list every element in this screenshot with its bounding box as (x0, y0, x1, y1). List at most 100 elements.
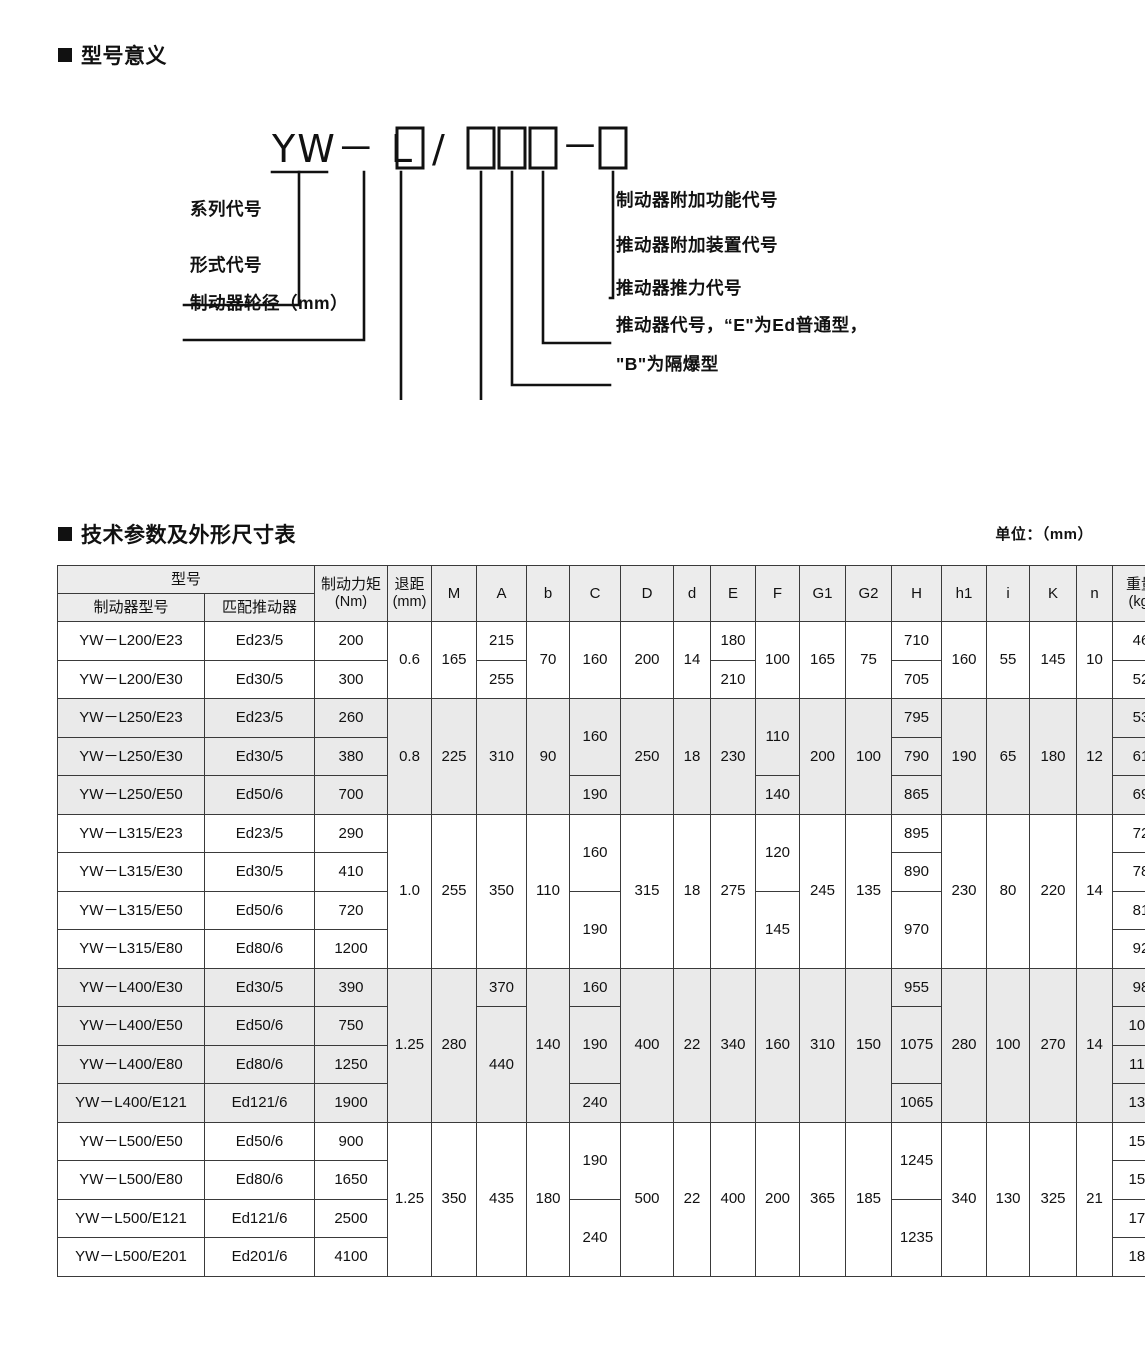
cell-D: 500 (620, 1121, 675, 1277)
cell-G2: 185 (845, 1121, 893, 1277)
header-retract: 退距 (mm) (387, 565, 433, 622)
label-pusher-extra-device: 推动器附加装置代号 (616, 235, 778, 255)
cell-weight: 72 (1112, 813, 1145, 853)
cell-C: 190 (569, 775, 622, 815)
cell-i: 100 (986, 967, 1031, 1123)
cell-n: 12 (1076, 698, 1114, 815)
cell-n: 21 (1076, 1121, 1114, 1277)
cell-D: 250 (620, 698, 675, 815)
cell-torque: 2500 (314, 1198, 389, 1238)
cell-H: 890 (891, 852, 943, 892)
cell-A: 255 (476, 659, 528, 699)
cell-weight: 61 (1112, 736, 1145, 776)
cell-weight: 46 (1112, 621, 1145, 661)
cell-n: 14 (1076, 967, 1114, 1123)
cell-d: 22 (673, 1121, 712, 1277)
cell-C: 240 (569, 1198, 622, 1277)
cell-matched-pusher: Ed30/5 (203, 852, 316, 892)
table-row: YW－L250/E23 Ed23/5 260 0.8 225 310 90 160 250 18 2… (57, 698, 1145, 815)
label-series-code: 系列代号 (190, 199, 262, 219)
header-G2: G2 (845, 565, 893, 622)
cell-d: 18 (673, 813, 712, 969)
code-box-wheel-diameter (395, 126, 425, 170)
table-header-row-sub: 制动器型号 匹配推动器 (57, 593, 1145, 622)
cell-matched-pusher: Ed23/5 (203, 621, 316, 661)
cell-matched-pusher: Ed30/5 (203, 659, 316, 699)
header-A: A (476, 565, 528, 622)
cell-b: 110 (526, 813, 571, 969)
cell-brake-model: YW－L500/E50 (57, 1121, 205, 1161)
spec-table: 型号 制动力矩 (Nm) 退距 (mm) M A b C D d E F G1 … (56, 565, 1145, 1277)
cell-torque: 1650 (314, 1160, 389, 1200)
cell-C: 190 (569, 1006, 622, 1084)
cell-weight: 81 (1112, 890, 1145, 930)
cell-h1: 230 (941, 813, 988, 969)
cell-i: 55 (986, 621, 1031, 699)
header-M: M (431, 565, 478, 622)
cell-b: 180 (526, 1121, 571, 1277)
code-dash: － (561, 125, 601, 169)
cell-b: 90 (526, 698, 571, 815)
cell-M: 165 (431, 621, 478, 699)
cell-matched-pusher: Ed30/5 (203, 967, 316, 1007)
cell-A: 310 (476, 698, 528, 815)
header-H: H (891, 565, 943, 622)
cell-K: 145 (1029, 621, 1078, 699)
cell-torque: 900 (314, 1121, 389, 1161)
cell-F: 160 (755, 967, 801, 1123)
cell-i: 65 (986, 698, 1031, 815)
cell-i: 80 (986, 813, 1031, 969)
cell-matched-pusher: Ed121/6 (203, 1198, 316, 1238)
cell-H: 1235 (891, 1198, 943, 1277)
header-torque: 制动力矩 (Nm) (314, 565, 389, 622)
square-bullet-icon (58, 527, 72, 541)
cell-h1: 160 (941, 621, 988, 699)
cell-brake-model: YW－L500/E80 (57, 1160, 205, 1200)
cell-E: 400 (710, 1121, 757, 1277)
cell-C: 160 (569, 698, 622, 776)
cell-H: 1075 (891, 1006, 943, 1084)
cell-K: 220 (1029, 813, 1078, 969)
cell-i: 130 (986, 1121, 1031, 1277)
cell-E: 230 (710, 698, 757, 815)
cell-G1: 165 (799, 621, 847, 699)
cell-brake-model: YW－L200/E30 (57, 659, 205, 699)
section-heading-spec-table: 技术参数及外形尺寸表 (58, 519, 296, 549)
cell-brake-model: YW－L500/E121 (57, 1198, 205, 1238)
header-D: D (620, 565, 675, 622)
cell-torque: 200 (314, 621, 389, 661)
label-brake-extra-function: 制动器附加功能代号 (616, 190, 778, 210)
cell-brake-model: YW－L315/E50 (57, 890, 205, 930)
table-header-row-top: 型号 制动力矩 (Nm) 退距 (mm) M A b C D d E F G1 … (56, 565, 1145, 622)
label-form-code: 形式代号 (190, 255, 262, 275)
code-slash: / (432, 127, 447, 171)
cell-torque: 4100 (314, 1237, 389, 1277)
cell-matched-pusher: Ed50/6 (203, 1121, 316, 1161)
code-box-pusher-thrust (497, 126, 527, 170)
cell-b: 140 (526, 967, 571, 1123)
cell-H: 895 (891, 813, 943, 853)
cell-torque: 750 (314, 1006, 389, 1046)
header-h1: h1 (941, 565, 988, 622)
cell-brake-model: YW－L250/E50 (57, 775, 205, 815)
cell-G1: 200 (799, 698, 847, 815)
cell-F: 200 (755, 1121, 801, 1277)
cell-H: 790 (891, 736, 943, 776)
cell-torque: 390 (314, 967, 389, 1007)
cell-E: 275 (710, 813, 757, 969)
header-F: F (755, 565, 801, 622)
cell-退距: 0.6 (387, 621, 433, 699)
cell-C: 190 (569, 890, 622, 969)
cell-brake-model: YW－L500/E201 (57, 1237, 205, 1277)
cell-D: 200 (620, 621, 675, 699)
model-code-diagram: YW－ L / － 系列代号 形式代号 制动器轮径 (0, 100, 1145, 400)
cell-weight: 92 (1112, 929, 1145, 969)
model-code-leader-lines: YW－ L / － (182, 125, 628, 400)
cell-weight: 176 (1112, 1198, 1145, 1238)
